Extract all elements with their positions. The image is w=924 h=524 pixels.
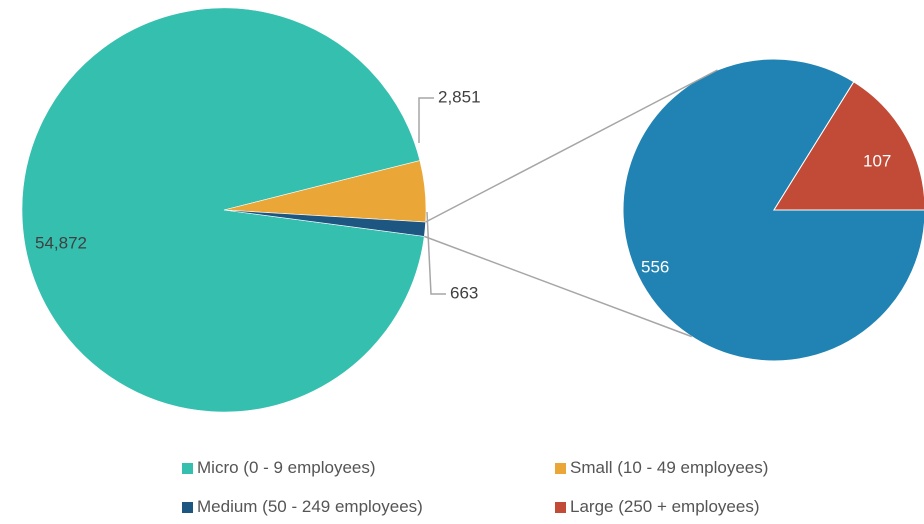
secondary-slice-large [773, 81, 924, 211]
leader-line-small [418, 97, 434, 143]
data-label-secondary-large: 107 [863, 151, 891, 170]
connector-line-bottom [424, 235, 693, 338]
slice-medium-large [223, 209, 426, 237]
slice-micro [21, 7, 425, 413]
data-label-micro: 54,872 [35, 233, 87, 252]
data-label-secondary-medium: 556 [641, 257, 669, 276]
data-label-small: 2,851 [438, 87, 481, 106]
data-label-medium-large: 663 [450, 283, 478, 302]
connector-line-top [425, 69, 718, 223]
leader-line-medium-large [426, 211, 446, 295]
